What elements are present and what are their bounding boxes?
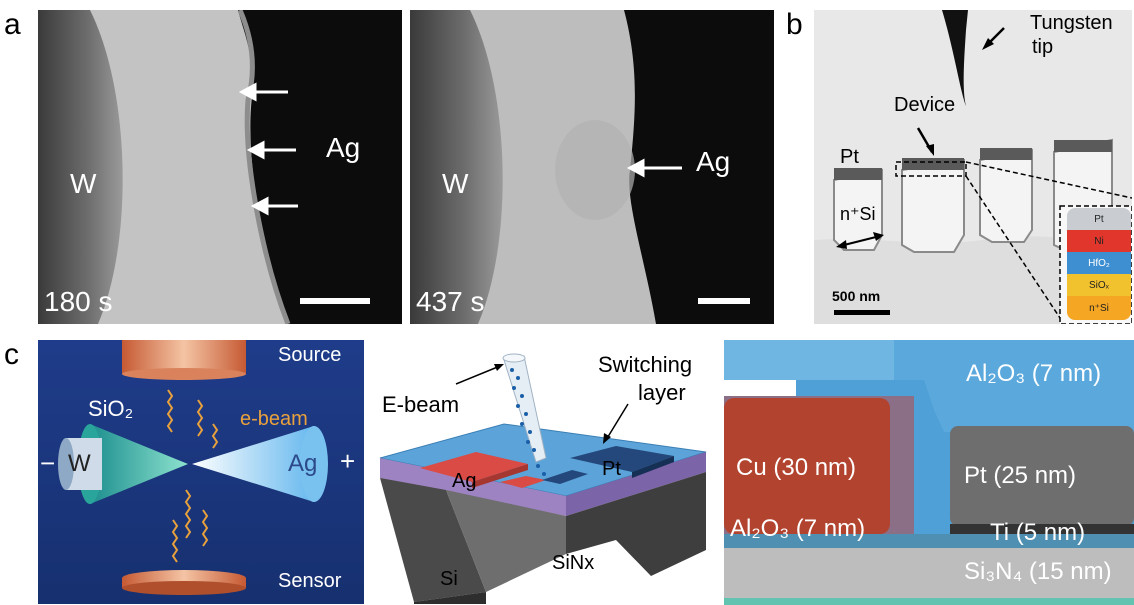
- d-si-label: Si: [440, 568, 458, 590]
- tungsten-tip-shape: [942, 10, 968, 106]
- panel-a-left-ag-label: Ag: [326, 132, 361, 163]
- scale-bar: [698, 298, 750, 304]
- e-pt-label: Pt (25 nm): [964, 462, 1077, 489]
- layer-hfo2: HfO₂: [1067, 252, 1131, 274]
- ag-electrode-shape: [624, 10, 774, 324]
- plus-label: +: [340, 446, 356, 476]
- w-electrode-shape: [410, 10, 503, 324]
- d-pt-label: Pt: [602, 458, 621, 480]
- panel-label-b: b: [786, 8, 803, 41]
- tip-label: tip: [1032, 36, 1054, 58]
- sio2-cone: [90, 424, 188, 504]
- pt-electrode-shape: [570, 446, 674, 472]
- scale-bar: [300, 298, 370, 304]
- nsi-label: n⁺Si: [840, 204, 876, 224]
- ag-electrode-shape: [238, 10, 402, 324]
- panel-a-left-micrograph: [38, 10, 402, 324]
- e-cu-label: Cu (30 nm): [736, 454, 857, 481]
- layer-nsi: n⁺Si: [1067, 296, 1131, 320]
- panel-label-a: a: [4, 8, 21, 41]
- ebeam-label: e-beam: [240, 408, 308, 430]
- pt-label: Pt: [840, 146, 859, 168]
- d-sinx-label: SiNx: [552, 552, 595, 574]
- e-si3n4-label: Si₃N₄ (15 nm): [964, 558, 1112, 585]
- panel-a-left-time: 180 s: [44, 286, 113, 317]
- d-switching-label-1: Switching: [598, 352, 693, 377]
- layer-stack: Pt Ni HfO₂ SiOₓ n⁺Si: [1067, 208, 1131, 320]
- ag-label: Ag: [288, 450, 318, 477]
- panel-c-diagram: [38, 340, 364, 604]
- ag-electrode-shape: [420, 452, 528, 482]
- e-ti-label: Ti (5 nm): [990, 519, 1086, 546]
- si3n4-layer: [724, 548, 1134, 600]
- pt-block: [950, 426, 1134, 526]
- sensor-label: Sensor: [278, 570, 342, 592]
- panel-a-left-w-label: W: [70, 168, 97, 199]
- panel-label-c: c: [4, 338, 19, 371]
- d-ag-label: Ag: [452, 470, 477, 492]
- cu-block: [724, 398, 890, 534]
- w-label: W: [68, 450, 91, 477]
- source-label: Source: [278, 344, 342, 366]
- panel-a-right-w-label: W: [442, 168, 469, 199]
- d-switching-label-2: layer: [638, 380, 686, 405]
- electron-dots: [510, 368, 546, 476]
- device-box: [895, 161, 967, 177]
- d-ebeam-label: E-beam: [382, 392, 460, 417]
- scalebar-label: 500 nm: [832, 288, 881, 304]
- panel-e-diagram: [724, 340, 1134, 605]
- sio2-label: SiO₂: [88, 396, 134, 421]
- panel-d-diagram: [379, 353, 707, 604]
- tungsten-label: Tungsten: [1030, 12, 1113, 34]
- panel-a-right-time: 437 s: [416, 286, 485, 317]
- minus-label: −: [40, 448, 56, 478]
- ag-cone: [192, 426, 314, 502]
- scale-bar: [834, 310, 890, 315]
- layer-pt: Pt: [1067, 208, 1131, 230]
- e-al2o3-top-label: Al₂O₃ (7 nm): [966, 360, 1102, 387]
- ebeam-waves: [166, 389, 219, 563]
- layer-ni: Ni: [1067, 230, 1131, 252]
- layer-siox: SiOₓ: [1067, 274, 1131, 296]
- panel-a-right-micrograph: [410, 10, 774, 324]
- w-electrode-shape: [38, 10, 123, 324]
- device-label: Device: [894, 94, 956, 116]
- panel-a-right-ag-label: Ag: [696, 146, 731, 177]
- e-al2o3-bottom-label: Al₂O₃ (7 nm): [730, 515, 866, 542]
